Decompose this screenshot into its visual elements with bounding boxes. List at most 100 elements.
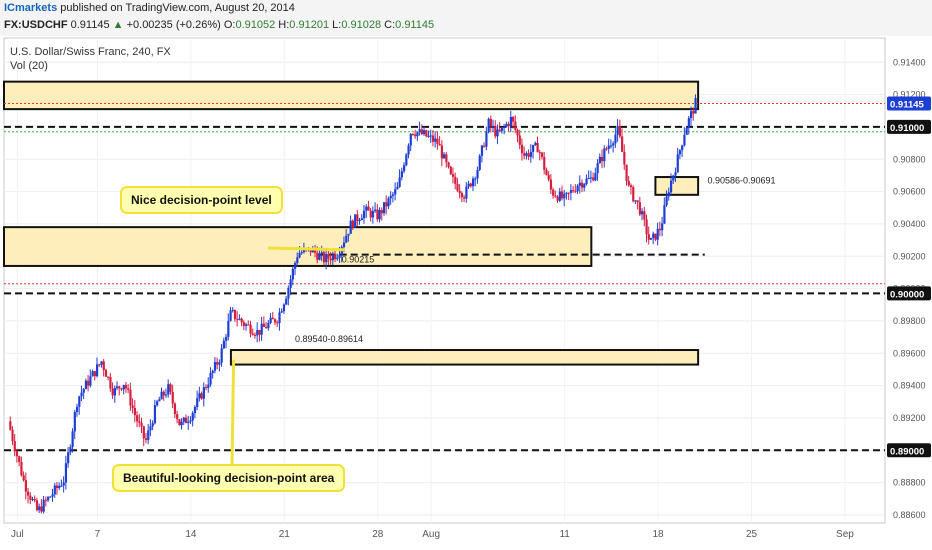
candle-body [198,393,201,399]
candle-body [465,186,468,199]
candle-body [621,136,624,152]
candle-body [67,452,70,464]
candle-body [681,145,684,151]
candle-body [425,130,428,137]
candle-body [207,384,210,388]
axes: 0.88600 0.88800 0.89000 0.89200 0.89400 0.896… [11,57,931,540]
candle-body [594,173,597,181]
low-value: 0.91028 [341,19,382,31]
candle-body [523,153,526,156]
symbol-label[interactable]: FX:USDCHF [4,19,68,31]
candle-body [629,185,633,188]
candle-body [547,175,550,180]
x-tick-label: Jul [11,529,24,540]
candle-body [11,429,14,442]
candle-body [476,169,479,179]
candle-body [336,257,339,259]
candle-body [173,403,177,415]
candle-body [35,500,39,511]
candle-body [423,130,426,135]
price-badge [887,286,931,301]
candle-body [84,380,88,390]
candle-body [140,422,143,427]
candle-body [385,202,388,207]
volume-indicator-label[interactable]: Vol (20) [10,60,48,72]
candle-body [572,190,575,192]
candle-body [376,209,379,220]
x-tick-label: 25 [746,529,758,540]
candle-body [282,304,286,312]
candle-body [627,181,630,186]
candle-body [93,371,96,377]
candle-body [71,431,74,448]
candle-body [656,228,659,240]
zone-range-label: 0.90215 [342,255,375,265]
candle-body [574,191,577,193]
candle-body [231,309,234,311]
candle-body [578,182,581,186]
candle-body [665,196,668,206]
callout-pointer-beautiful [230,359,236,467]
candle-body [20,462,23,476]
candle-body [124,384,128,389]
candle-body [616,125,619,135]
candle-body [107,376,110,378]
candle-body [394,189,397,195]
candle-body [520,144,524,154]
candle-body [674,172,677,176]
candle-body [632,187,635,202]
publish-header: ICmarkets published on TradingView.com, … [0,0,932,36]
candle-body [95,364,99,377]
y-tick-label: 0.89800 [893,316,926,326]
candle-body [22,475,25,481]
candle-body [253,334,257,336]
candle-body [80,392,83,397]
candle-body [405,154,408,166]
candle-body [414,134,417,137]
candle-body [391,194,395,196]
candle-body [625,164,628,182]
candle-body [320,252,323,254]
candle-body [545,169,548,176]
candle-body [667,192,670,197]
candle-body [200,393,203,399]
close-label: C: [384,19,396,31]
candle-body [634,200,637,202]
candle-body [692,111,695,114]
candle-body [538,152,541,154]
candle-body [389,195,392,199]
candle-body [580,182,584,188]
candle-body [536,142,539,153]
price-zone [229,349,700,366]
candle-body [238,318,241,320]
candle-body [287,287,290,299]
candle-body [144,438,148,441]
candle-body [211,370,214,373]
candle-body [429,135,432,137]
candle-body [247,324,250,326]
candle-body [109,376,112,389]
publisher-name[interactable]: ICmarkets [4,2,58,14]
candle-body [267,322,270,329]
candle-body [585,178,588,185]
y-tick-label: 0.90600 [893,187,926,197]
candle-body [249,324,252,334]
candle-body [178,419,181,426]
candle-body [164,394,168,396]
candle-body [222,340,226,349]
candle-body [349,220,352,234]
candle-body [623,151,626,165]
candle-body [454,176,457,184]
quote-line: FX:USDCHF 0.91145 ▲ +0.00235 (+0.26%) O:… [4,19,434,31]
candle-body [318,253,321,260]
candle-body [347,233,350,236]
candle-body [285,298,288,305]
candle-body [569,190,573,193]
candle-body [614,134,617,144]
candle-body [44,499,48,501]
price-chart[interactable]: 0.90586-0.90691 0.89540-0.89614 0.90215 0.… [0,36,932,550]
candle-body [449,166,452,175]
candle-body [447,162,450,167]
candle-body [225,336,228,341]
